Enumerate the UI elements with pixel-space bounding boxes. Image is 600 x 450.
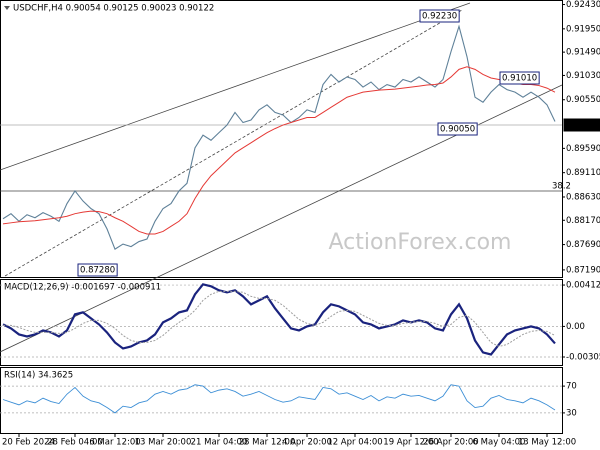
price-tag-box bbox=[563, 118, 600, 132]
series-line bbox=[2, 283, 556, 356]
x-tick-label: 20 Feb 2024 bbox=[2, 438, 55, 448]
y-tick-label: 0.91490 bbox=[566, 48, 600, 58]
channel-upper bbox=[0, 2, 471, 171]
fib-label: 38.2 bbox=[552, 182, 571, 192]
annotation: 0.87280 bbox=[80, 266, 115, 276]
price-panel-frame bbox=[0, 0, 563, 278]
y-tick-label: 0.88630 bbox=[566, 192, 600, 202]
annotation-box bbox=[419, 9, 460, 23]
y-tick-label: 0.92430 bbox=[566, 0, 600, 10]
title-icon bbox=[4, 6, 10, 10]
watermark: ActionForex.com bbox=[329, 230, 512, 255]
y-tick-label: 0.87190 bbox=[566, 265, 600, 275]
x-tick-label: 21 Mar 04:00 bbox=[191, 438, 248, 448]
y-tick-label: 70 bbox=[566, 382, 577, 392]
x-tick-label: 4 Apr 20:00 bbox=[282, 438, 332, 448]
macd-title: MACD(12,26,9) -0.001697 -0.000911 bbox=[4, 283, 161, 293]
macd-panel-frame bbox=[0, 279, 563, 366]
y-tick-label: 0.89590 bbox=[566, 144, 600, 154]
chart-title: USDCHF,H4 0.90054 0.90125 0.90023 0.9012… bbox=[13, 4, 214, 14]
x-tick-label: 19 Apr 12:00 bbox=[383, 438, 438, 448]
rsi-title: RSI(14) 34.3625 bbox=[4, 371, 73, 381]
annotation: 0.90050 bbox=[440, 125, 475, 135]
series-line bbox=[2, 384, 556, 414]
channel-mid bbox=[4, 9, 463, 277]
annotation: 0.92230 bbox=[422, 12, 457, 22]
series-line bbox=[3, 290, 556, 347]
x-tick-label: 12 Apr 04:00 bbox=[327, 438, 382, 448]
price-tag: 0.90122 bbox=[566, 121, 600, 131]
y-tick-label: 0.00 bbox=[566, 322, 585, 332]
y-tick-label: 0.004127 bbox=[566, 281, 600, 291]
x-tick-label: 28 Mar 12:00 bbox=[239, 438, 296, 448]
x-tick-label: 13 Mar 20:00 bbox=[135, 438, 192, 448]
y-tick-label: 0.90550 bbox=[566, 95, 600, 105]
x-tick-label: 28 Feb 04:00 bbox=[47, 438, 103, 448]
x-tick-label: 6 May 04:00 bbox=[473, 438, 526, 448]
y-tick-label: 0.91030 bbox=[566, 71, 600, 81]
annotation-box bbox=[437, 122, 478, 136]
x-tick-label: 6 Mar 12:00 bbox=[89, 438, 140, 448]
annotation: 0.91010 bbox=[502, 74, 537, 84]
series-line bbox=[2, 66, 556, 235]
x-tick-label: 13 May 12:00 bbox=[518, 438, 576, 448]
y-tick-label: -0.003051 bbox=[566, 352, 600, 362]
annotation-box bbox=[77, 263, 118, 277]
y-tick-label: 0.89110 bbox=[566, 168, 600, 178]
y-tick-label: 0.88170 bbox=[566, 216, 600, 226]
y-tick-label: 0.87690 bbox=[566, 240, 600, 250]
x-tick-label: 26 Apr 20:00 bbox=[423, 438, 478, 448]
rsi-panel-frame bbox=[0, 367, 563, 434]
annotation-box bbox=[499, 71, 540, 85]
y-tick-label: 30 bbox=[566, 408, 577, 418]
y-tick-label: 0.91950 bbox=[566, 24, 600, 34]
